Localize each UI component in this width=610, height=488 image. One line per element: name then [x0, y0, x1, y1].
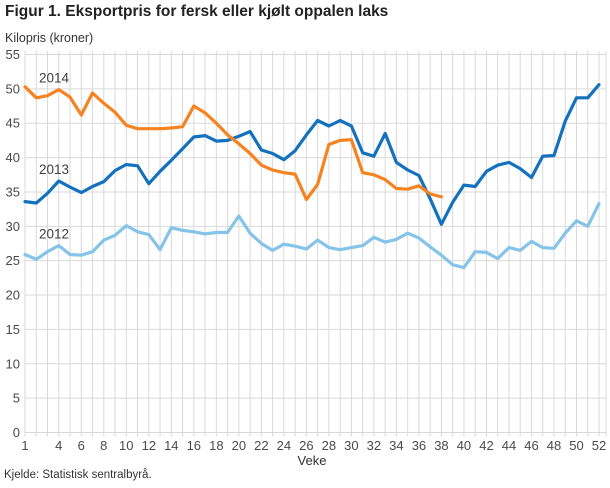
x-tick-label: 50 — [569, 438, 583, 453]
x-tick-label: 26 — [299, 438, 313, 453]
y-tick-label: 10 — [6, 356, 20, 371]
x-tick-label: 32 — [367, 438, 381, 453]
x-tick-label: 48 — [547, 438, 561, 453]
x-tick-label: 34 — [389, 438, 403, 453]
y-axis-tick-labels: 0 5 10 15 20 25 30 35 40 45 50 55 — [6, 47, 20, 440]
y-tick-label: 40 — [6, 150, 20, 165]
series-label-2014: 2014 — [39, 71, 70, 86]
x-tick-label: 4 — [55, 438, 62, 453]
series-2014-line — [23, 85, 443, 202]
x-tick-label: 24 — [277, 438, 291, 453]
x-tick-label: 12 — [142, 438, 156, 453]
x-tick-label: 40 — [457, 438, 471, 453]
vertical-gridlines — [24, 51, 607, 437]
x-tick-label: 18 — [209, 438, 223, 453]
y-axis-unit-label: Kilopris (kroner) — [5, 31, 94, 45]
y-tick-label: 15 — [6, 322, 20, 337]
x-tick-label: 36 — [412, 438, 426, 453]
y-tick-label: 55 — [6, 47, 20, 62]
source-caption: Kjelde: Statistisk sentralbyrå. — [4, 469, 152, 481]
y-tick-label: 50 — [6, 81, 20, 96]
x-tick-label: 30 — [344, 438, 358, 453]
x-tick-label: 44 — [502, 438, 516, 453]
y-tick-label: 35 — [6, 184, 20, 199]
y-tick-label: 30 — [6, 219, 20, 234]
x-tick-label: 38 — [434, 438, 448, 453]
horizontal-gridlines — [25, 54, 606, 433]
x-tick-label: 10 — [119, 438, 133, 453]
x-tick-label: 42 — [479, 438, 493, 453]
y-tick-label: 20 — [6, 288, 20, 303]
series-label-2013: 2013 — [39, 162, 69, 177]
x-tick-label: 22 — [254, 438, 268, 453]
x-tick-label: 16 — [187, 438, 201, 453]
x-axis-title: Veke — [298, 453, 327, 468]
x-tick-label: 46 — [524, 438, 538, 453]
x-tick-label: 28 — [322, 438, 336, 453]
x-tick-label: 52 — [592, 438, 606, 453]
y-tick-label: 5 — [13, 391, 20, 406]
x-tick-label: 1 — [21, 438, 28, 453]
x-tick-label: 14 — [164, 438, 178, 453]
series-label-2012: 2012 — [39, 227, 69, 242]
chart-title: Figur 1. Eksportpris for fersk eller kjø… — [5, 3, 389, 20]
y-tick-label: 45 — [6, 116, 20, 131]
x-tick-label: 8 — [100, 438, 107, 453]
x-tick-label: 20 — [232, 438, 246, 453]
y-tick-label: 0 — [13, 425, 20, 440]
series-2012-line — [23, 202, 601, 270]
x-tick-label: 6 — [78, 438, 85, 453]
y-tick-label: 25 — [6, 253, 20, 268]
series-2013-line — [23, 83, 601, 226]
x-axis-tick-labels: 1 4 6 8 10 12 14 16 18 20 22 24 26 28 30 32 34 36 38 40 42 44… — [21, 438, 606, 453]
